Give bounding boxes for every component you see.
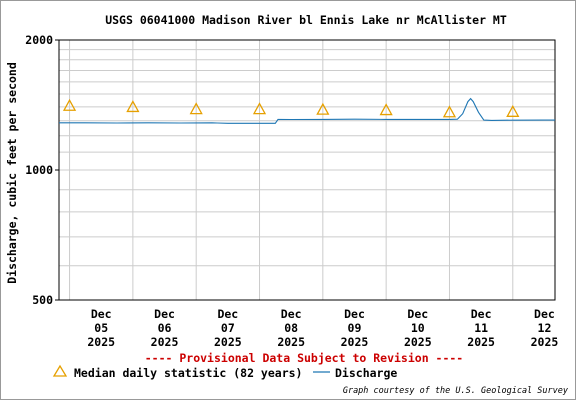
- legend-median-label: Median daily statistic (82 years): [74, 366, 302, 380]
- x-tick-label: 08: [284, 321, 298, 335]
- median-triangle-point: [252, 102, 267, 115]
- x-tick-label: 2025: [277, 335, 305, 349]
- x-tick-label: Dec: [344, 307, 365, 321]
- median-triangle-point: [126, 100, 140, 113]
- x-tick-label: 11: [474, 321, 488, 335]
- x-tick-label: 2025: [151, 335, 179, 349]
- x-tick-label: 2025: [341, 335, 369, 349]
- median-triangle-point: [442, 105, 457, 118]
- gridlines: [59, 40, 555, 300]
- x-axis-ticks: Dec052025Dec062025Dec072025Dec082025Dec0…: [87, 307, 558, 349]
- x-tick-label: Dec: [534, 307, 555, 321]
- legend: Median daily statistic (82 years) Discha…: [52, 364, 397, 380]
- legend-median-triangle-icon: [52, 364, 68, 377]
- y-axis-label: Discharge, cubic feet per second: [5, 62, 19, 284]
- x-tick-label: 09: [348, 321, 362, 335]
- chart-title: USGS 06041000 Madison River bl Ennis Lak…: [105, 13, 507, 27]
- x-tick-label: Dec: [407, 307, 428, 321]
- discharge-series-line: [59, 97, 555, 124]
- provisional-data-notice: ---- Provisional Data Subject to Revisio…: [145, 351, 464, 365]
- median-triangle-point: [62, 98, 77, 111]
- x-tick-label: 2025: [404, 335, 432, 349]
- series-layer: [59, 97, 555, 124]
- y-tick-label: 2000: [25, 33, 53, 47]
- legend-discharge-label: Discharge: [335, 366, 397, 380]
- y-axis-ticks: 2000 1000 500: [25, 33, 59, 307]
- x-tick-label: 05: [94, 321, 108, 335]
- y-tick-label: 500: [32, 293, 53, 307]
- x-tick-label: 2025: [87, 335, 115, 349]
- y-tick-label: 1000: [25, 163, 53, 177]
- x-tick-label: Dec: [91, 307, 112, 321]
- x-tick-label: 07: [221, 321, 235, 335]
- x-tick-label: Dec: [217, 307, 238, 321]
- median-triangle-point: [379, 103, 393, 116]
- x-tick-label: 2025: [214, 335, 242, 349]
- x-tick-label: 2025: [467, 335, 495, 349]
- x-tick-label: 2025: [531, 335, 559, 349]
- median-triangle-point: [189, 102, 203, 115]
- x-tick-label: 10: [411, 321, 425, 335]
- credit-text: Graph courtesy of the U.S. Geological Su…: [343, 386, 569, 396]
- x-tick-label: Dec: [471, 307, 492, 321]
- x-tick-label: 06: [158, 321, 172, 335]
- x-tick-label: 12: [538, 321, 552, 335]
- x-tick-label: Dec: [281, 307, 302, 321]
- median-triangle-point: [506, 104, 520, 117]
- x-tick-label: Dec: [154, 307, 175, 321]
- median-triangle-point: [316, 102, 330, 115]
